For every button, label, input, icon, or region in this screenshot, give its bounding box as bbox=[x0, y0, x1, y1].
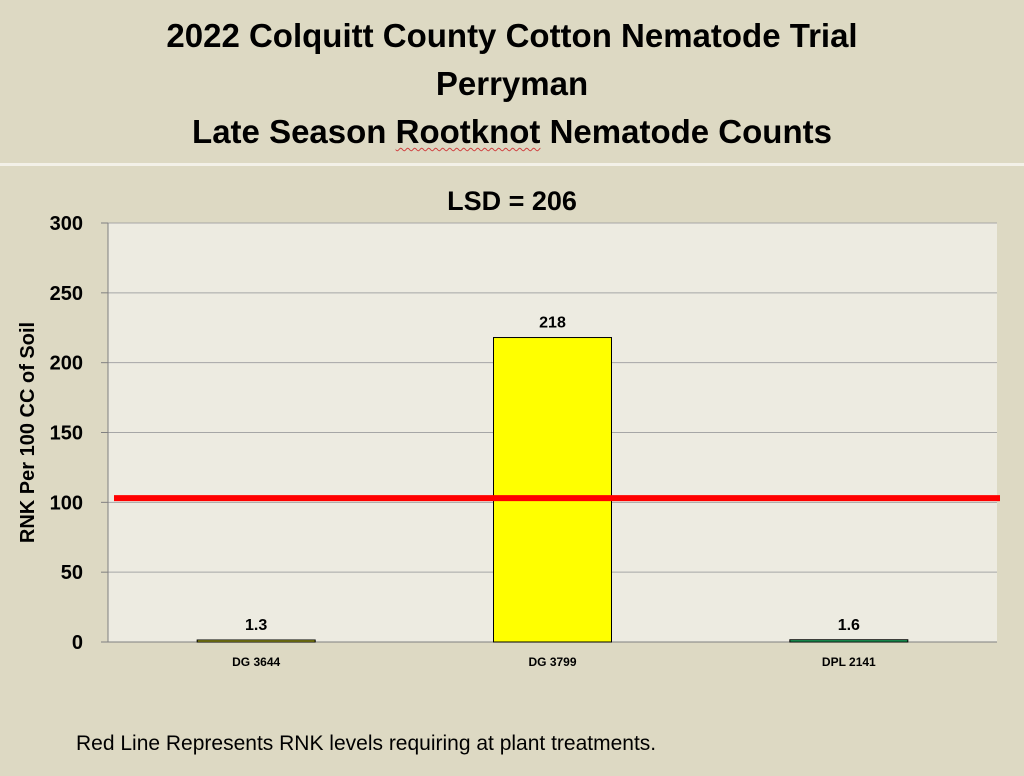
y-axis-label: RNK Per 100 CC of Soil bbox=[17, 322, 39, 543]
bar-chart: 0 50 100 150 200 250 300 1.3 DG 3644 218 DG 3799 1.… bbox=[17, 186, 1000, 669]
bar bbox=[196, 639, 316, 643]
title-line-3-word: Rootknot bbox=[395, 113, 541, 150]
title-line-3: Late Season Rootknot Nematode Counts bbox=[0, 108, 1024, 156]
y-tick-label: 50 bbox=[61, 562, 83, 584]
data-label: 218 bbox=[539, 315, 566, 332]
title-line-3-pre: Late Season bbox=[192, 113, 396, 150]
x-tick-label: DG 3644 bbox=[232, 655, 280, 669]
x-tick-label: DG 3799 bbox=[528, 655, 576, 669]
y-tick-label: 300 bbox=[50, 213, 83, 235]
y-tick-label: 250 bbox=[50, 283, 83, 305]
bar bbox=[789, 639, 909, 643]
bar bbox=[493, 337, 612, 643]
y-tick-label: 0 bbox=[72, 632, 83, 654]
title-line-2: Perryman bbox=[435, 65, 589, 102]
y-tick-label: 150 bbox=[50, 423, 83, 445]
title-line-1: 2022 Colquitt County Cotton Nematode Tri… bbox=[166, 17, 858, 54]
footnote: Red Line Represents RNK levels requiring… bbox=[76, 732, 657, 755]
title-divider bbox=[0, 163, 1024, 166]
x-tick-label: DPL 2141 bbox=[822, 655, 876, 669]
data-label: 1.3 bbox=[245, 617, 267, 634]
title-line-3-post: Nematode Counts bbox=[540, 113, 832, 150]
slide-title: 2022 Colquitt County Cotton Nematode Tri… bbox=[0, 12, 1024, 156]
y-tick-label: 200 bbox=[50, 353, 83, 375]
y-tick-label: 100 bbox=[50, 492, 83, 514]
data-label: 1.6 bbox=[838, 617, 860, 634]
chart-title: LSD = 206 bbox=[447, 186, 577, 216]
